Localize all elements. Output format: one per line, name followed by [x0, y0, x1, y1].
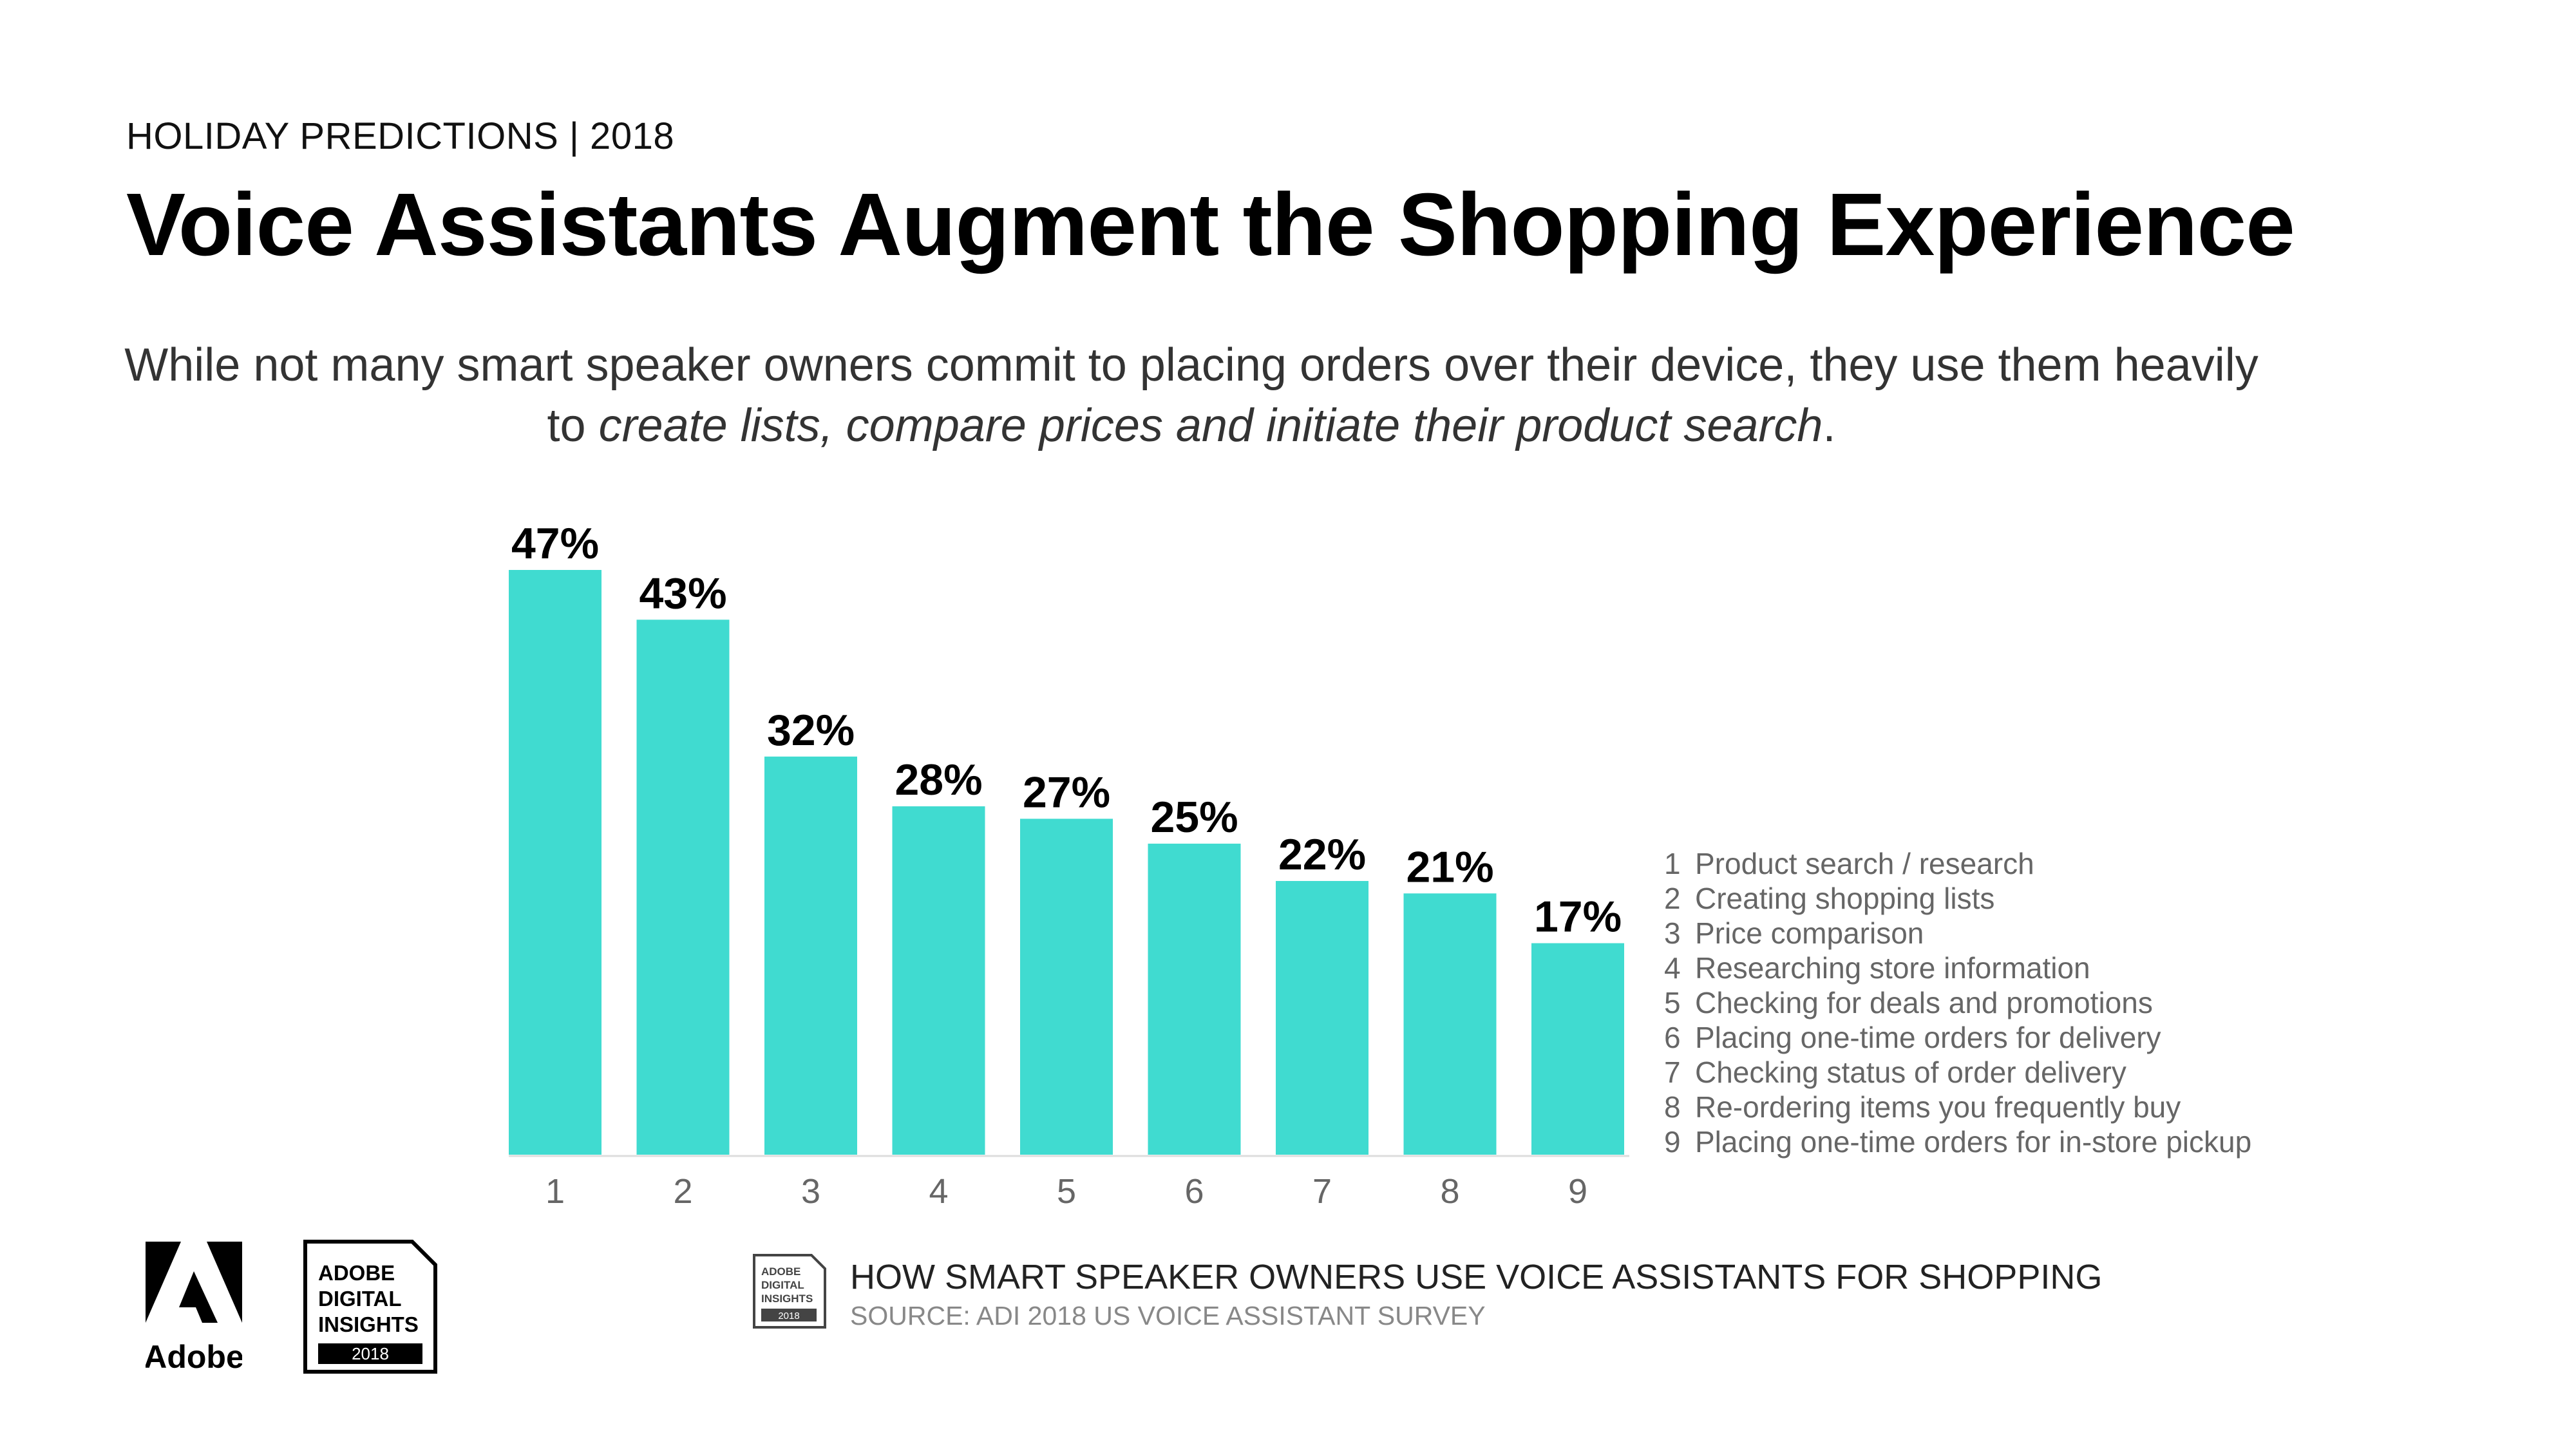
bar-1 — [509, 570, 601, 1155]
x-tick-label-3: 3 — [801, 1172, 820, 1211]
x-tick-label-4: 4 — [929, 1172, 948, 1211]
x-tick-label-5: 5 — [1057, 1172, 1076, 1211]
adi-badge-line-2: DIGITAL — [318, 1287, 402, 1311]
chart-legend: 1 Product search / research 2 Creating shop… — [1664, 846, 2251, 1159]
legend-item: 5 Checking for deals and promotions — [1664, 985, 2251, 1020]
bar-2 — [636, 620, 730, 1155]
legend-item-label: Researching store information — [1695, 951, 2090, 985]
adi-footer-badge-line-3: INSIGHTS — [761, 1293, 813, 1305]
subtitle-line-2: to create lists, compare prices and init… — [0, 395, 2383, 456]
legend-item: 3 Price comparison — [1664, 916, 2251, 951]
legend-item-number: 5 — [1664, 986, 1681, 1019]
adi-footer-badge: ADOBE DIGITAL INSIGHTS 2018 — [753, 1254, 826, 1329]
adi-badge-frame — [303, 1240, 437, 1374]
legend-item-label: Price comparison — [1695, 916, 1924, 950]
bar-8 — [1403, 893, 1497, 1155]
bar-7 — [1276, 880, 1368, 1155]
x-tick-label-8: 8 — [1440, 1172, 1459, 1211]
adi-badge-line-3: INSIGHTS — [318, 1312, 419, 1336]
legend-item-number: 2 — [1664, 882, 1681, 915]
adi-footer-badge-year-bar — [761, 1309, 817, 1321]
legend-item-number: 8 — [1664, 1090, 1681, 1124]
legend-item: 1 Product search / research — [1664, 846, 2251, 881]
x-tick-label-6: 6 — [1184, 1172, 1204, 1211]
legend-item: 6 Placing one-time orders for delivery — [1664, 1020, 2251, 1055]
adobe-wordmark: Adobe — [146, 1339, 242, 1373]
adi-badge-year-bar — [318, 1343, 422, 1364]
subtitle-line-2-prefix: to — [547, 400, 599, 451]
adi-badge-year: 2018 — [352, 1344, 389, 1363]
footer-chart-title: HOW SMART SPEAKER OWNERS USE VOICE ASSIS… — [850, 1258, 2103, 1296]
legend-item-number: 3 — [1664, 916, 1681, 950]
adobe-logo-left-shape — [146, 1242, 181, 1323]
adi-footer-badge-year: 2018 — [778, 1311, 799, 1321]
legend-item: 9 Placing one-time orders for in-store pi… — [1664, 1124, 2251, 1159]
legend-item-number: 4 — [1664, 951, 1681, 985]
bar-value-label-4: 28% — [895, 755, 982, 804]
legend-item-number: 9 — [1664, 1125, 1681, 1159]
bar-3 — [764, 756, 857, 1155]
bar-value-label-5: 27% — [1023, 768, 1110, 817]
legend-item-label: Checking status of order delivery — [1695, 1056, 2126, 1089]
subtitle-line-2-suffix: . — [1823, 400, 1836, 451]
legend-item-number: 7 — [1664, 1056, 1681, 1089]
x-tick-label-2: 2 — [673, 1172, 692, 1211]
subtitle-line-1: While not many smart speaker owners comm… — [124, 339, 2259, 391]
footer-source: SOURCE: ADI 2018 US VOICE ASSISTANT SURV… — [850, 1301, 1486, 1331]
legend-item: 2 Creating shopping lists — [1664, 881, 2251, 916]
legend-item-label: Creating shopping lists — [1695, 882, 1995, 915]
adi-badge-logo: ADOBE DIGITAL INSIGHTS 2018 — [303, 1240, 437, 1374]
legend-item-label: Re-ordering items you frequently buy — [1695, 1090, 2181, 1124]
bar-4 — [892, 806, 985, 1155]
adobe-logo-center-shape — [179, 1271, 218, 1323]
adobe-logo: Adobe — [146, 1242, 242, 1373]
adi-footer-badge-line-2: DIGITAL — [761, 1279, 804, 1291]
legend-item-label: Placing one-time orders for delivery — [1695, 1021, 2161, 1054]
adi-badge-line-1: ADOBE — [318, 1261, 395, 1285]
bar-9 — [1531, 943, 1624, 1155]
x-tick-label-7: 7 — [1312, 1172, 1332, 1211]
bar-value-label-3: 32% — [767, 706, 855, 755]
adi-footer-badge-line-1: ADOBE — [761, 1265, 800, 1278]
bar-6 — [1148, 844, 1241, 1155]
bar-value-label-7: 22% — [1278, 830, 1366, 879]
legend-item-number: 1 — [1664, 847, 1681, 880]
legend-item: 8 Re-ordering items you frequently buy — [1664, 1090, 2251, 1124]
legend-item: 7 Checking status of order delivery — [1664, 1055, 2251, 1090]
bar-5 — [1020, 819, 1113, 1155]
subtitle-line-2-italic: create lists, compare prices and initiat… — [598, 400, 1823, 451]
subtitle: While not many smart speaker owners comm… — [0, 335, 2383, 456]
eyebrow-label: HOLIDAY PREDICTIONS | 2018 — [126, 115, 675, 157]
bar-value-label-2: 43% — [639, 569, 726, 618]
x-tick-label-9: 9 — [1568, 1172, 1587, 1211]
bar-value-label-6: 25% — [1150, 793, 1238, 842]
bar-value-label-9: 17% — [1534, 893, 1622, 942]
legend-item-label: Product search / research — [1695, 847, 2034, 880]
adobe-logo-right-shape — [207, 1242, 242, 1323]
legend-item-label: Checking for deals and promotions — [1695, 986, 2153, 1019]
bar-value-label-8: 21% — [1406, 842, 1493, 891]
x-tick-label-1: 1 — [545, 1172, 565, 1211]
page-title: Voice Assistants Augment the Shopping Ex… — [126, 175, 2295, 274]
legend-item-number: 6 — [1664, 1021, 1681, 1054]
bar-value-label-1: 47% — [511, 519, 599, 568]
legend-item: 4 Researching store information — [1664, 951, 2251, 985]
legend-item-label: Placing one-time orders for in-store pic… — [1695, 1125, 2252, 1159]
